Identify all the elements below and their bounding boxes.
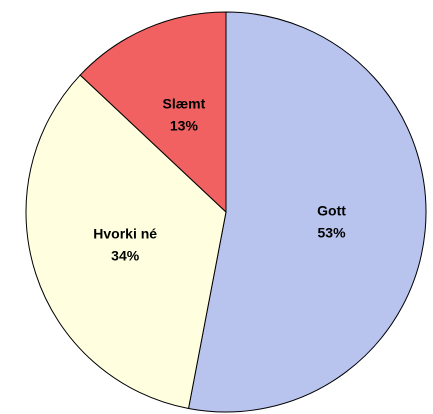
slice-value-label: 13% [170, 117, 199, 133]
slice-value-label: 34% [111, 247, 140, 263]
pie-slice [25, 74, 227, 410]
slice-value-label: 53% [318, 225, 347, 241]
pie-slice [79, 11, 227, 214]
slice-label: Gott [317, 203, 346, 219]
slice-label: Hvorki né [93, 225, 157, 241]
slice-label: Slæmt [163, 95, 206, 111]
pie-slice [187, 11, 427, 413]
